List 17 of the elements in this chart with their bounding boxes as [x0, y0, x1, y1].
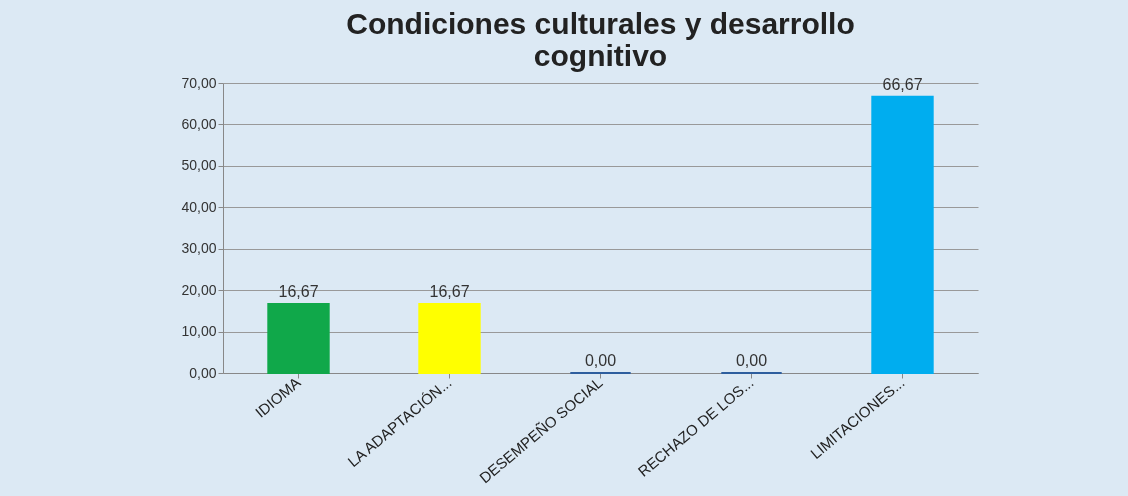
bar: [871, 95, 934, 374]
data-label: 66,67: [882, 75, 923, 93]
y-tick-label: 40,00: [181, 198, 217, 215]
y-tick-label: 10,00: [181, 323, 217, 340]
data-label: 0,00: [735, 352, 768, 369]
data-label: 16,67: [429, 282, 470, 300]
bar: [418, 302, 481, 374]
bar: [267, 302, 330, 374]
y-tick-label: 50,00: [181, 157, 217, 174]
y-tick-label: 0,00: [189, 364, 217, 381]
y-tick-label: 70,00: [181, 74, 217, 91]
chart-title: Condiciones culturales y desarrollo cognitivo: [346, 7, 855, 72]
y-tick-label: 60,00: [181, 115, 217, 132]
data-label: 0,00: [584, 352, 617, 369]
data-label: 16,67: [278, 282, 319, 300]
y-tick-label: 30,00: [181, 240, 217, 257]
y-tick-label: 20,00: [181, 281, 217, 298]
